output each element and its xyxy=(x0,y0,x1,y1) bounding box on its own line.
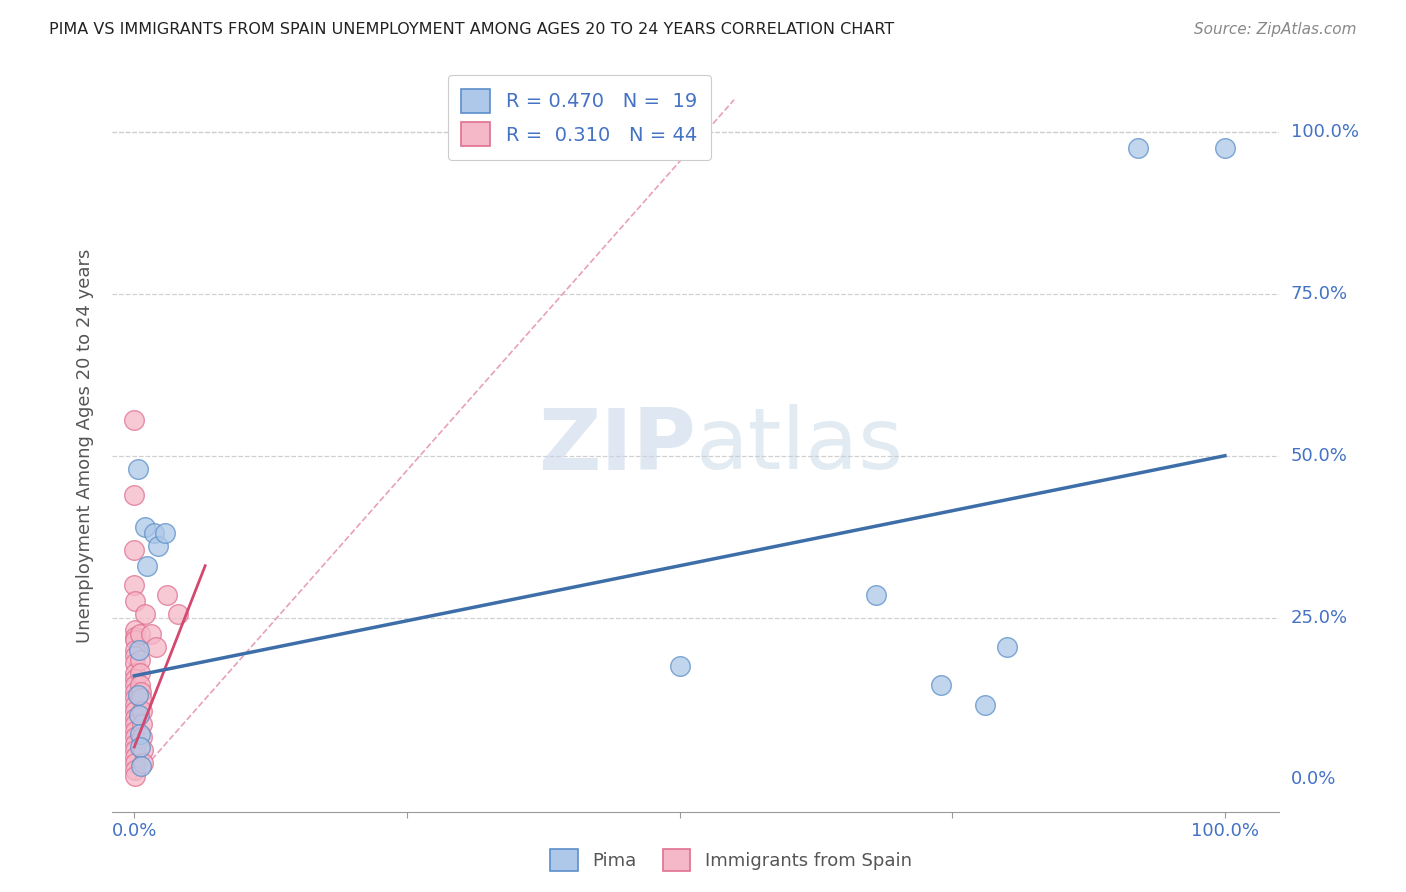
Point xyxy=(128,727,150,741)
Point xyxy=(124,594,146,608)
Point xyxy=(128,707,150,722)
Point xyxy=(124,656,146,670)
Text: 100.0%: 100.0% xyxy=(1291,123,1358,141)
Point xyxy=(156,588,179,602)
Point xyxy=(132,743,155,757)
Point xyxy=(124,624,146,638)
Point xyxy=(134,607,156,622)
Text: Source: ZipAtlas.com: Source: ZipAtlas.com xyxy=(1194,22,1357,37)
Point xyxy=(136,558,159,573)
Point xyxy=(124,717,146,731)
Point xyxy=(128,652,150,666)
Point xyxy=(124,649,146,664)
Point xyxy=(129,691,152,706)
Text: 75.0%: 75.0% xyxy=(1291,285,1348,303)
Point xyxy=(131,731,153,745)
Point xyxy=(124,643,146,657)
Point xyxy=(129,759,152,773)
Point xyxy=(124,487,146,501)
Point xyxy=(124,743,146,757)
Point xyxy=(167,607,190,622)
Point xyxy=(128,643,150,657)
Point xyxy=(124,685,146,699)
Point xyxy=(131,717,153,731)
Text: ZIP: ZIP xyxy=(538,404,696,488)
Point xyxy=(995,640,1018,654)
Point xyxy=(132,756,155,771)
Point xyxy=(124,678,146,692)
Point xyxy=(124,756,146,771)
Point xyxy=(124,542,146,557)
Y-axis label: Unemployment Among Ages 20 to 24 years: Unemployment Among Ages 20 to 24 years xyxy=(76,249,94,643)
Point xyxy=(124,698,146,712)
Point xyxy=(127,688,149,702)
Point xyxy=(145,640,167,654)
Point xyxy=(668,659,690,673)
Text: 25.0%: 25.0% xyxy=(1291,608,1348,626)
Point xyxy=(124,672,146,686)
Point xyxy=(142,526,165,541)
Point xyxy=(1126,141,1149,155)
Point xyxy=(124,737,146,751)
Point xyxy=(127,461,149,475)
Point xyxy=(131,705,153,719)
Text: atlas: atlas xyxy=(696,404,904,488)
Point xyxy=(974,698,997,712)
Point xyxy=(148,539,170,553)
Point xyxy=(139,626,162,640)
Point xyxy=(128,665,150,680)
Point xyxy=(1213,141,1236,155)
Point xyxy=(124,630,146,644)
Point xyxy=(124,769,146,783)
Point xyxy=(124,723,146,738)
Text: 0.0%: 0.0% xyxy=(1291,771,1336,789)
Point xyxy=(124,749,146,764)
Point xyxy=(124,705,146,719)
Text: PIMA VS IMMIGRANTS FROM SPAIN UNEMPLOYMENT AMONG AGES 20 TO 24 YEARS CORRELATION: PIMA VS IMMIGRANTS FROM SPAIN UNEMPLOYME… xyxy=(49,22,894,37)
Point xyxy=(124,578,146,592)
Point xyxy=(124,413,146,427)
Point xyxy=(124,731,146,745)
Point xyxy=(129,685,152,699)
Text: 50.0%: 50.0% xyxy=(1291,447,1347,465)
Point xyxy=(865,588,887,602)
Point xyxy=(128,739,150,754)
Point xyxy=(124,665,146,680)
Point xyxy=(124,691,146,706)
Point xyxy=(931,678,953,692)
Point xyxy=(134,520,156,534)
Point xyxy=(124,763,146,777)
Point xyxy=(128,626,150,640)
Point xyxy=(124,711,146,725)
Legend: Pima, Immigrants from Spain: Pima, Immigrants from Spain xyxy=(543,842,920,879)
Point xyxy=(124,633,146,648)
Legend: R = 0.470   N =  19, R =  0.310   N = 44: R = 0.470 N = 19, R = 0.310 N = 44 xyxy=(447,75,711,160)
Point xyxy=(153,526,176,541)
Point xyxy=(128,678,150,692)
